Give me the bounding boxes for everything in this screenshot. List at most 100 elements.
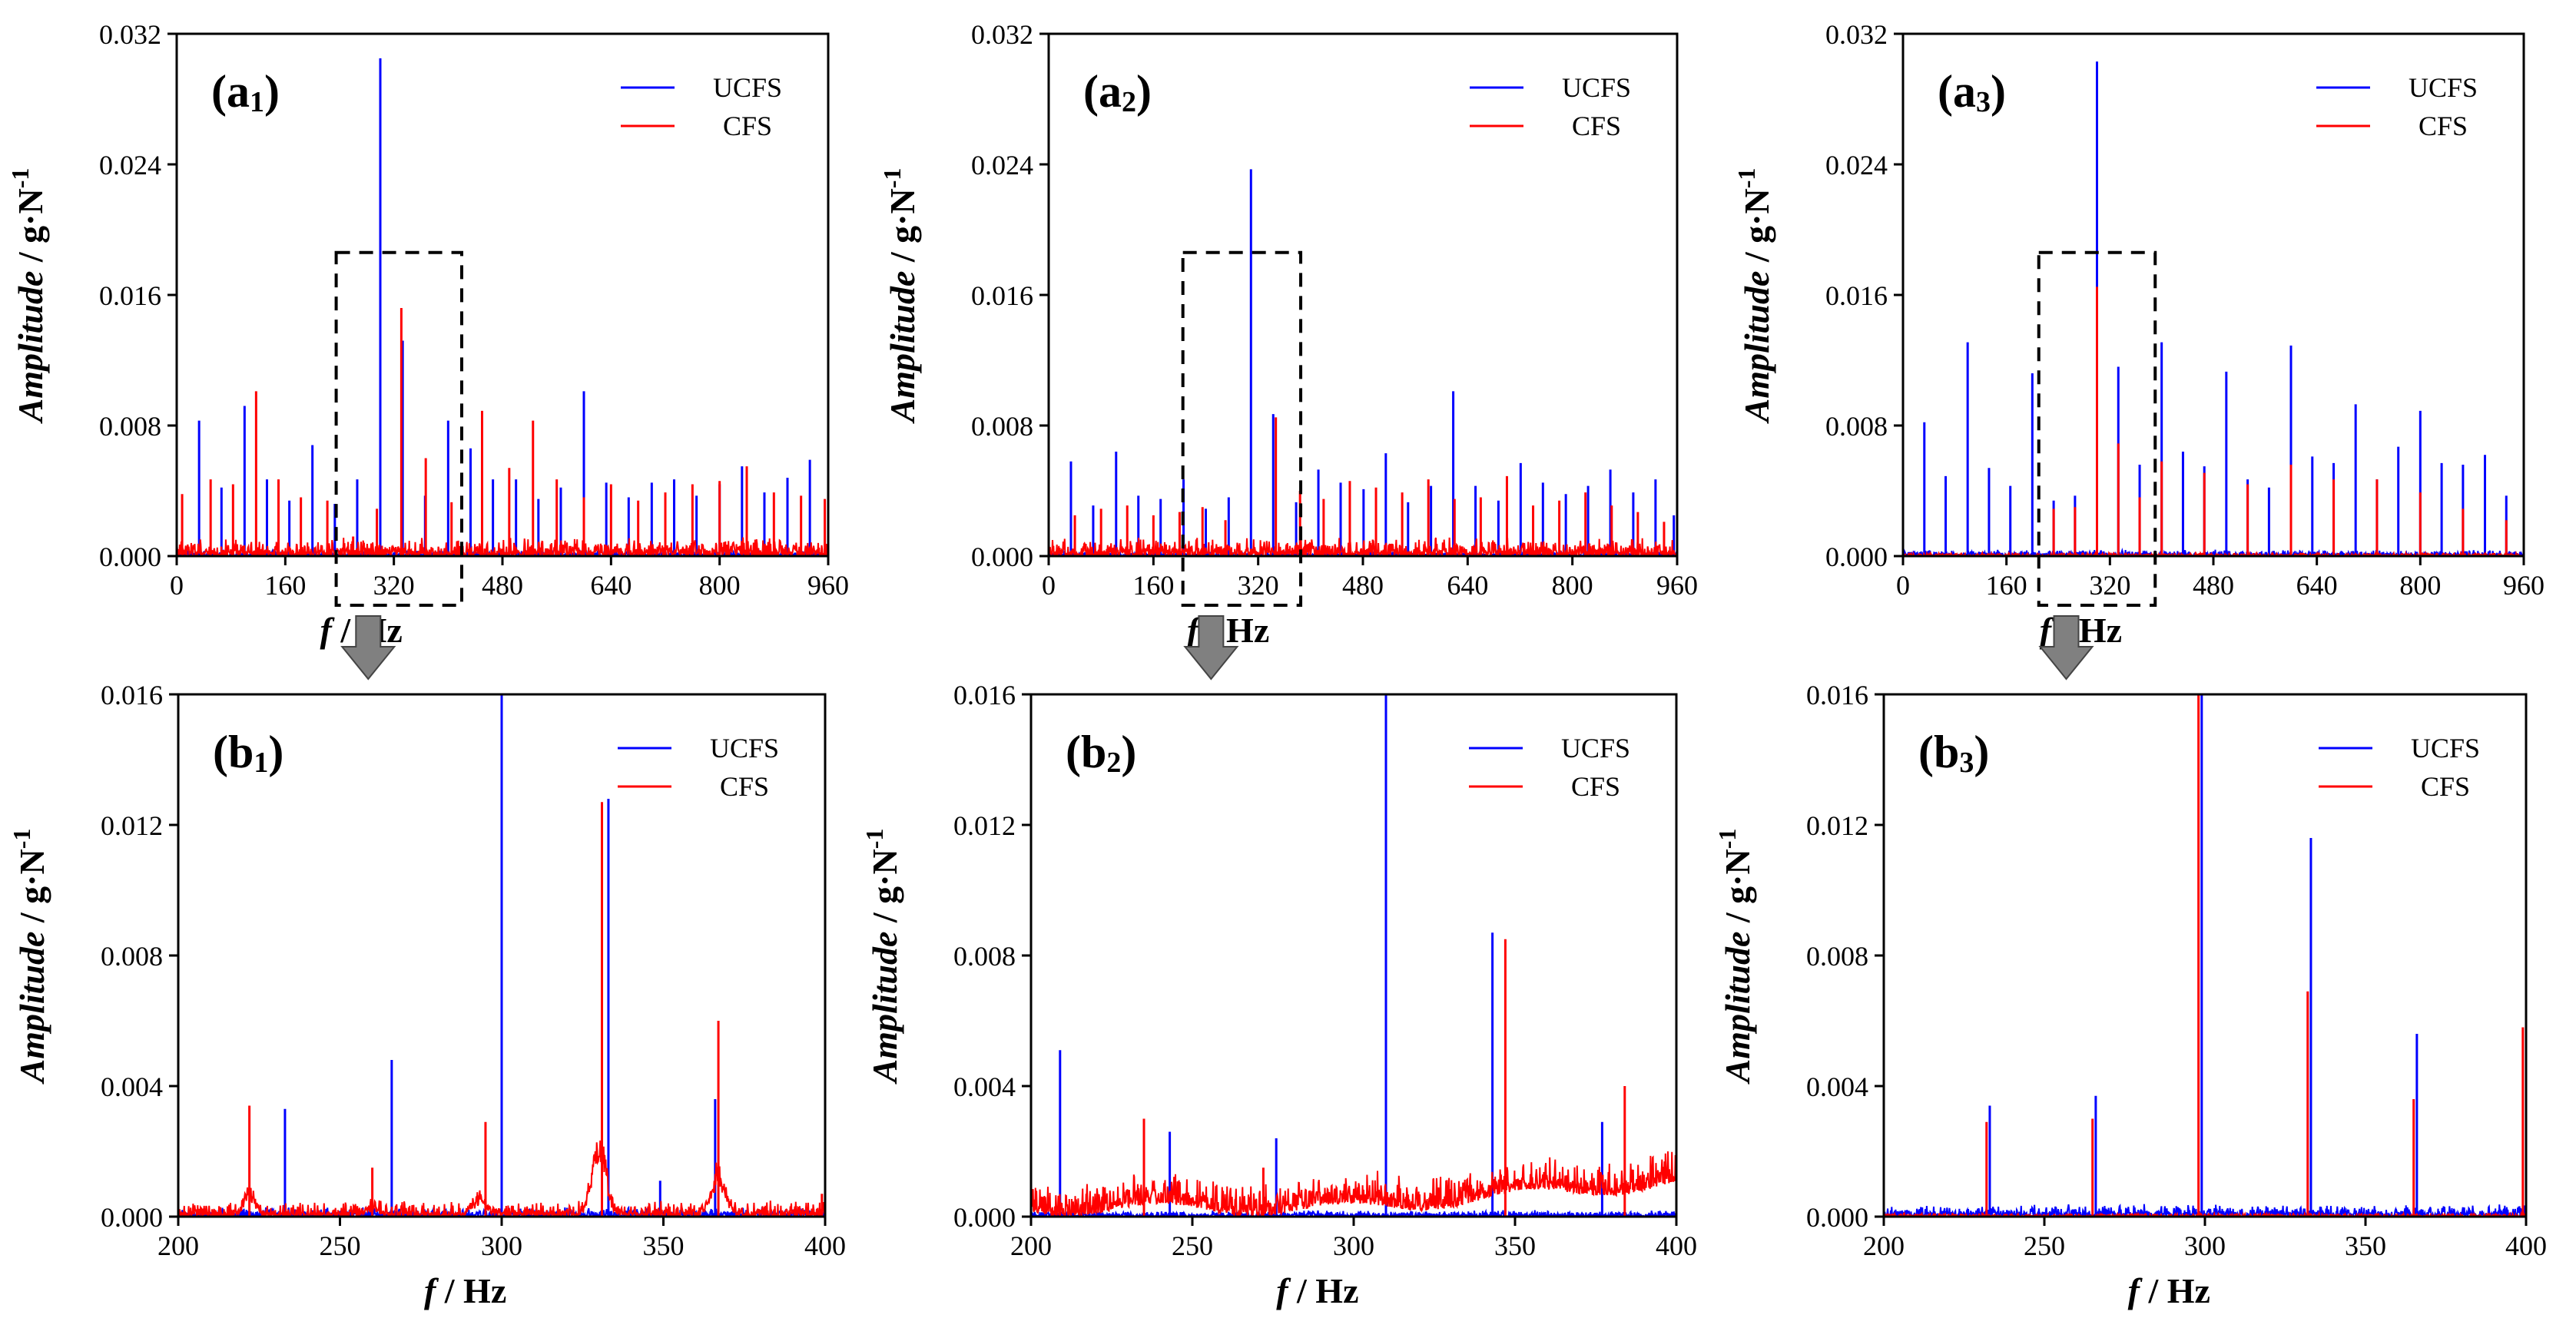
x-tick-label: 320 xyxy=(373,570,415,601)
x-tick-label: 300 xyxy=(2184,1230,2226,1261)
x-tick-label: 350 xyxy=(2345,1230,2386,1261)
y-axis-title: Amplitude / g·N-1 xyxy=(8,829,51,1085)
x-tick-label: 350 xyxy=(643,1230,685,1261)
x-tick-label: 400 xyxy=(804,1230,846,1261)
x-tick-label: 350 xyxy=(1494,1230,1536,1261)
x-tick-label: 300 xyxy=(1333,1230,1374,1261)
y-tick-label: 0.016 xyxy=(971,280,1033,311)
x-tick-label: 0 xyxy=(1896,570,1910,601)
legend-label-ucfs: UCFS xyxy=(2409,72,2478,103)
y-tick-label: 0.008 xyxy=(953,941,1016,972)
y-tick-label: 0.024 xyxy=(99,150,161,180)
y-tick-label: 0.004 xyxy=(1806,1071,1868,1102)
x-tick-label: 960 xyxy=(1656,570,1698,601)
x-tick-label: 200 xyxy=(157,1230,199,1261)
panel-b1: 200 250 300 350 400 0.000 0.004 0.008 0.012 0.016… xyxy=(8,680,846,1310)
y-tick-label: 0.032 xyxy=(1825,19,1888,50)
legend-label-cfs: CFS xyxy=(1572,111,1621,141)
legend-label-ucfs: UCFS xyxy=(1561,733,1630,763)
y-tick-label: 0.016 xyxy=(1825,280,1888,311)
panel-label: (b1) xyxy=(213,727,283,779)
zoom-arrow-icon xyxy=(340,615,396,681)
legend-label-ucfs: UCFS xyxy=(713,72,782,103)
zoom-region-box xyxy=(334,250,464,607)
panel-label: (b2) xyxy=(1066,727,1136,779)
x-axis-title: f / Hz xyxy=(1276,1271,1358,1310)
panel-label: (a1) xyxy=(211,66,280,118)
y-tick-label: 0.000 xyxy=(99,541,161,572)
x-tick-label: 250 xyxy=(2024,1230,2065,1261)
x-axis-title: f / Hz xyxy=(2128,1271,2210,1310)
y-tick-label: 0.016 xyxy=(99,280,161,311)
y-tick-label: 0.008 xyxy=(1825,411,1888,442)
x-axis-title: f / Hz xyxy=(424,1271,506,1310)
y-tick-label: 0.012 xyxy=(1806,810,1868,841)
x-tick-label: 480 xyxy=(1342,570,1384,601)
y-axis-title: Amplitude / g·N-1 xyxy=(1713,829,1757,1085)
y-tick-label: 0.008 xyxy=(99,411,161,442)
legend-label-ucfs: UCFS xyxy=(1562,72,1631,103)
y-axis-title: Amplitude / g·N-1 xyxy=(1732,168,1776,425)
x-tick-label: 640 xyxy=(2296,570,2338,601)
legend-label-cfs: CFS xyxy=(2419,111,2468,141)
x-tick-label: 160 xyxy=(1986,570,2027,601)
y-tick-label: 0.008 xyxy=(1806,941,1868,972)
x-tick-label: 160 xyxy=(264,570,306,601)
zoom-arrow-icon xyxy=(2038,615,2094,681)
x-tick-label: 160 xyxy=(1132,570,1174,601)
y-tick-label: 0.000 xyxy=(1825,541,1888,572)
panel-b2: 200 250 300 350 400 0.000 0.004 0.008 0.012 0.016… xyxy=(860,680,1697,1310)
panel-label: (b3) xyxy=(1918,727,1989,779)
y-tick-label: 0.000 xyxy=(1806,1202,1868,1233)
x-tick-label: 400 xyxy=(2505,1230,2547,1261)
x-tick-label: 200 xyxy=(1863,1230,1905,1261)
x-tick-label: 200 xyxy=(1010,1230,1052,1261)
panel-a1: 0 160 320 480 640 800 960 0.000 0.008 0.016 0.024 0… xyxy=(6,19,849,681)
y-tick-label: 0.000 xyxy=(953,1202,1016,1233)
y-tick-label: 0.032 xyxy=(99,19,161,50)
zoom-region-box xyxy=(1181,250,1303,607)
x-tick-label: 320 xyxy=(1238,570,1279,601)
y-tick-label: 0.024 xyxy=(1825,150,1888,180)
x-tick-label: 0 xyxy=(1042,570,1056,601)
zoom-arrow-icon xyxy=(1183,615,1239,681)
x-tick-label: 960 xyxy=(2503,570,2545,601)
y-tick-label: 0.016 xyxy=(953,680,1016,710)
x-tick-label: 480 xyxy=(2193,570,2234,601)
y-axis-title: Amplitude / g·N-1 xyxy=(860,829,904,1085)
y-tick-label: 0.012 xyxy=(953,810,1016,841)
cfs-trace xyxy=(1031,1151,1676,1217)
x-tick-label: 320 xyxy=(2089,570,2130,601)
panel-a2: 0 160 320 480 640 800 960 0.000 0.008 0.016 0.024 0… xyxy=(878,19,1698,681)
y-tick-label: 0.012 xyxy=(101,810,163,841)
x-tick-label: 480 xyxy=(482,570,523,601)
legend-label-cfs: CFS xyxy=(720,771,769,802)
x-tick-label: 250 xyxy=(1172,1230,1213,1261)
x-tick-label: 0 xyxy=(170,570,184,601)
y-axis-title: Amplitude / g·N-1 xyxy=(878,168,922,425)
x-tick-label: 250 xyxy=(320,1230,361,1261)
y-tick-label: 0.004 xyxy=(101,1071,163,1102)
y-tick-label: 0.008 xyxy=(101,941,163,972)
x-tick-label: 800 xyxy=(1552,570,1593,601)
y-tick-label: 0.000 xyxy=(971,541,1033,572)
x-tick-label: 400 xyxy=(1656,1230,1697,1261)
x-tick-label: 640 xyxy=(1447,570,1488,601)
panel-label: (a3) xyxy=(1938,66,2006,118)
y-tick-label: 0.004 xyxy=(953,1071,1016,1102)
panel-label: (a2) xyxy=(1083,66,1152,118)
zoom-region-box xyxy=(2037,250,2157,607)
y-tick-label: 0.000 xyxy=(101,1202,163,1233)
x-tick-label: 300 xyxy=(481,1230,522,1261)
y-tick-label: 0.008 xyxy=(971,411,1033,442)
y-tick-label: 0.024 xyxy=(971,150,1033,180)
y-tick-label: 0.032 xyxy=(971,19,1033,50)
x-tick-label: 800 xyxy=(2399,570,2441,601)
x-tick-label: 800 xyxy=(699,570,741,601)
legend-label-ucfs: UCFS xyxy=(710,733,779,763)
legend-label-ucfs: UCFS xyxy=(2411,733,2480,763)
legend-label-cfs: CFS xyxy=(1571,771,1620,802)
x-tick-label: 960 xyxy=(807,570,849,601)
x-axis-title: f / Hz xyxy=(2040,611,2122,650)
